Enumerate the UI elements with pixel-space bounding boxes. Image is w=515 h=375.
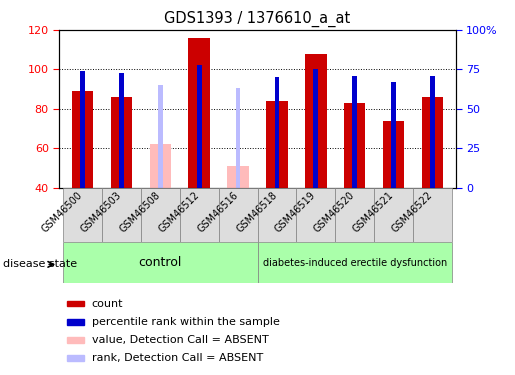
Bar bbox=[219, 188, 258, 242]
Bar bbox=[188, 38, 210, 188]
Bar bbox=[258, 188, 296, 242]
Text: GSM46503: GSM46503 bbox=[79, 190, 124, 235]
Bar bbox=[258, 242, 452, 283]
Bar bbox=[197, 64, 201, 188]
Bar bbox=[227, 166, 249, 188]
Bar bbox=[335, 188, 374, 242]
Text: GSM46518: GSM46518 bbox=[234, 190, 279, 235]
Bar bbox=[266, 101, 288, 188]
Bar bbox=[67, 355, 84, 361]
Bar bbox=[422, 97, 443, 188]
Text: GSM46516: GSM46516 bbox=[196, 190, 240, 235]
Bar bbox=[63, 242, 258, 283]
Text: GSM46500: GSM46500 bbox=[40, 190, 84, 235]
Text: count: count bbox=[92, 298, 123, 309]
Bar bbox=[67, 301, 84, 306]
Bar bbox=[236, 88, 241, 188]
Bar bbox=[150, 144, 171, 188]
Title: GDS1393 / 1376610_a_at: GDS1393 / 1376610_a_at bbox=[164, 11, 351, 27]
Bar bbox=[67, 337, 84, 343]
Bar bbox=[374, 188, 413, 242]
Bar bbox=[80, 71, 85, 188]
Text: GSM46521: GSM46521 bbox=[351, 190, 396, 235]
Bar bbox=[352, 76, 357, 188]
Bar bbox=[158, 85, 163, 188]
Text: disease state: disease state bbox=[3, 260, 77, 269]
Bar bbox=[63, 188, 102, 242]
Bar bbox=[141, 188, 180, 242]
Bar bbox=[413, 188, 452, 242]
Bar bbox=[430, 76, 435, 188]
Text: GSM46519: GSM46519 bbox=[273, 190, 318, 235]
Bar bbox=[305, 54, 327, 188]
Bar bbox=[314, 69, 318, 188]
Bar bbox=[383, 121, 404, 188]
Bar bbox=[119, 72, 124, 188]
Text: GSM46512: GSM46512 bbox=[157, 190, 201, 235]
Bar bbox=[67, 319, 84, 325]
Bar bbox=[72, 91, 93, 188]
Bar bbox=[111, 97, 132, 188]
Text: control: control bbox=[139, 256, 182, 269]
Text: GSM46522: GSM46522 bbox=[390, 190, 434, 235]
Text: percentile rank within the sample: percentile rank within the sample bbox=[92, 317, 280, 327]
Bar bbox=[102, 188, 141, 242]
Text: GSM46508: GSM46508 bbox=[118, 190, 162, 235]
Text: GSM46520: GSM46520 bbox=[312, 190, 356, 235]
Bar bbox=[391, 82, 396, 188]
Bar bbox=[296, 188, 335, 242]
Text: diabetes-induced erectile dysfunction: diabetes-induced erectile dysfunction bbox=[263, 258, 447, 267]
Text: value, Detection Call = ABSENT: value, Detection Call = ABSENT bbox=[92, 335, 268, 345]
Text: rank, Detection Call = ABSENT: rank, Detection Call = ABSENT bbox=[92, 353, 263, 363]
Bar bbox=[344, 103, 365, 188]
Bar bbox=[180, 188, 219, 242]
Bar bbox=[274, 77, 279, 188]
